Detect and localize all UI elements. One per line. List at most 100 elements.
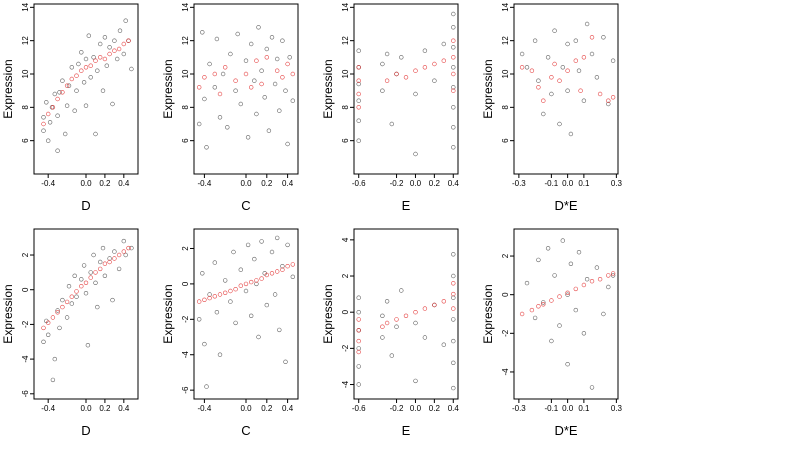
x-tick-label: 0.0 (562, 179, 574, 188)
plot-frame (353, 3, 459, 175)
observed-point (413, 378, 418, 384)
observed-point (451, 252, 456, 257)
observed-point (200, 271, 205, 276)
observed-point (112, 249, 117, 254)
fitted-point (597, 91, 603, 97)
observed-point (356, 118, 361, 123)
observed-point (102, 35, 108, 40)
observed-point (432, 78, 437, 83)
observed-point (212, 85, 218, 90)
observed-point (45, 332, 51, 337)
observed-point (41, 339, 46, 344)
fitted-point (451, 291, 456, 297)
fitted-point (432, 302, 437, 308)
observed-point (394, 324, 399, 329)
observed-point (576, 68, 582, 73)
observed-point (524, 280, 530, 286)
observed-point (549, 338, 554, 344)
observed-point (88, 75, 93, 80)
fitted-point (126, 245, 131, 251)
observed-point (231, 249, 236, 255)
observed-point (283, 359, 288, 364)
fitted-point (549, 298, 554, 303)
observed-point (86, 33, 92, 38)
observed-point (214, 310, 220, 315)
observed-point (552, 273, 557, 278)
fitted-point (541, 98, 546, 103)
fitted-point (578, 88, 583, 93)
observed-point (223, 278, 228, 283)
fitted-point (121, 41, 127, 47)
observed-point (252, 256, 257, 262)
plot-frame (33, 3, 139, 175)
observed-point (272, 81, 278, 87)
fitted-points (519, 35, 616, 103)
fitted-points (197, 55, 295, 97)
fitted-point (384, 320, 390, 326)
fitted-point (581, 55, 587, 60)
observed-point (552, 28, 557, 33)
observed-point (275, 56, 280, 62)
observed-point (581, 98, 587, 103)
fitted-point (79, 284, 84, 289)
observed-point (380, 335, 385, 340)
observed-point (422, 335, 428, 340)
fitted-point (233, 78, 238, 83)
fitted-point (116, 252, 122, 258)
observed-point (380, 61, 385, 67)
observed-point (202, 341, 207, 347)
observed-point (356, 310, 361, 315)
observed-point (573, 38, 578, 43)
observed-point (97, 259, 103, 265)
fitted-point (264, 55, 269, 60)
fitted-point (565, 68, 570, 73)
y-tick-label: -4 (341, 380, 350, 388)
y-tick-label: 6 (21, 138, 30, 143)
observed-point (88, 270, 93, 275)
fitted-point (557, 294, 562, 299)
fitted-point (60, 90, 65, 95)
y-tick-label: 6 (181, 138, 190, 143)
scatter-panel-6: -0.4 0.0 0.2 0.4 -6 -4 -2 0 2 C Expression (161, 228, 299, 438)
fitted-point (259, 276, 264, 281)
observed-point (117, 28, 123, 33)
y-axis-label: Expression (1, 59, 15, 118)
observed-point (568, 261, 574, 266)
fitted-point (403, 313, 409, 318)
x-tick-label: 0.4 (282, 179, 294, 188)
observed-point (399, 55, 404, 60)
observed-point (280, 38, 285, 43)
x-axis-label: D (81, 198, 90, 213)
observed-point (356, 364, 361, 369)
observed-point (422, 48, 428, 53)
x-tick-label: 0.0 (80, 404, 92, 413)
observed-point (384, 51, 390, 57)
x-tick-label: 0.3 (611, 179, 623, 188)
observed-point (584, 21, 590, 27)
observed-point (413, 151, 418, 157)
observed-point (610, 273, 616, 278)
observed-point (573, 307, 578, 313)
y-tick-label: 12 (501, 36, 510, 45)
y-tick-label: -2 (181, 315, 190, 323)
x-axis-label: D (81, 423, 90, 438)
fitted-point (41, 121, 46, 127)
fitted-point (217, 91, 223, 97)
scatter-panel-5: -0.4 0.0 0.2 0.4 -6 -4 -2 0 2 D Expression (1, 228, 139, 438)
observed-points (519, 21, 616, 137)
observed-point (266, 128, 272, 133)
observed-point (560, 65, 565, 70)
fitted-point (403, 75, 409, 80)
x-tick-label: 0.2 (261, 404, 273, 413)
observed-point (85, 343, 91, 348)
fitted-point (519, 65, 525, 70)
observed-point (110, 101, 115, 107)
fitted-point (202, 75, 207, 80)
observed-points (197, 235, 295, 389)
observed-point (536, 257, 541, 263)
observed-point (212, 260, 218, 265)
fitted-point (536, 304, 541, 309)
observed-point (594, 265, 600, 270)
x-tick-label: 0.0 (410, 179, 422, 188)
fitted-point (451, 38, 456, 43)
